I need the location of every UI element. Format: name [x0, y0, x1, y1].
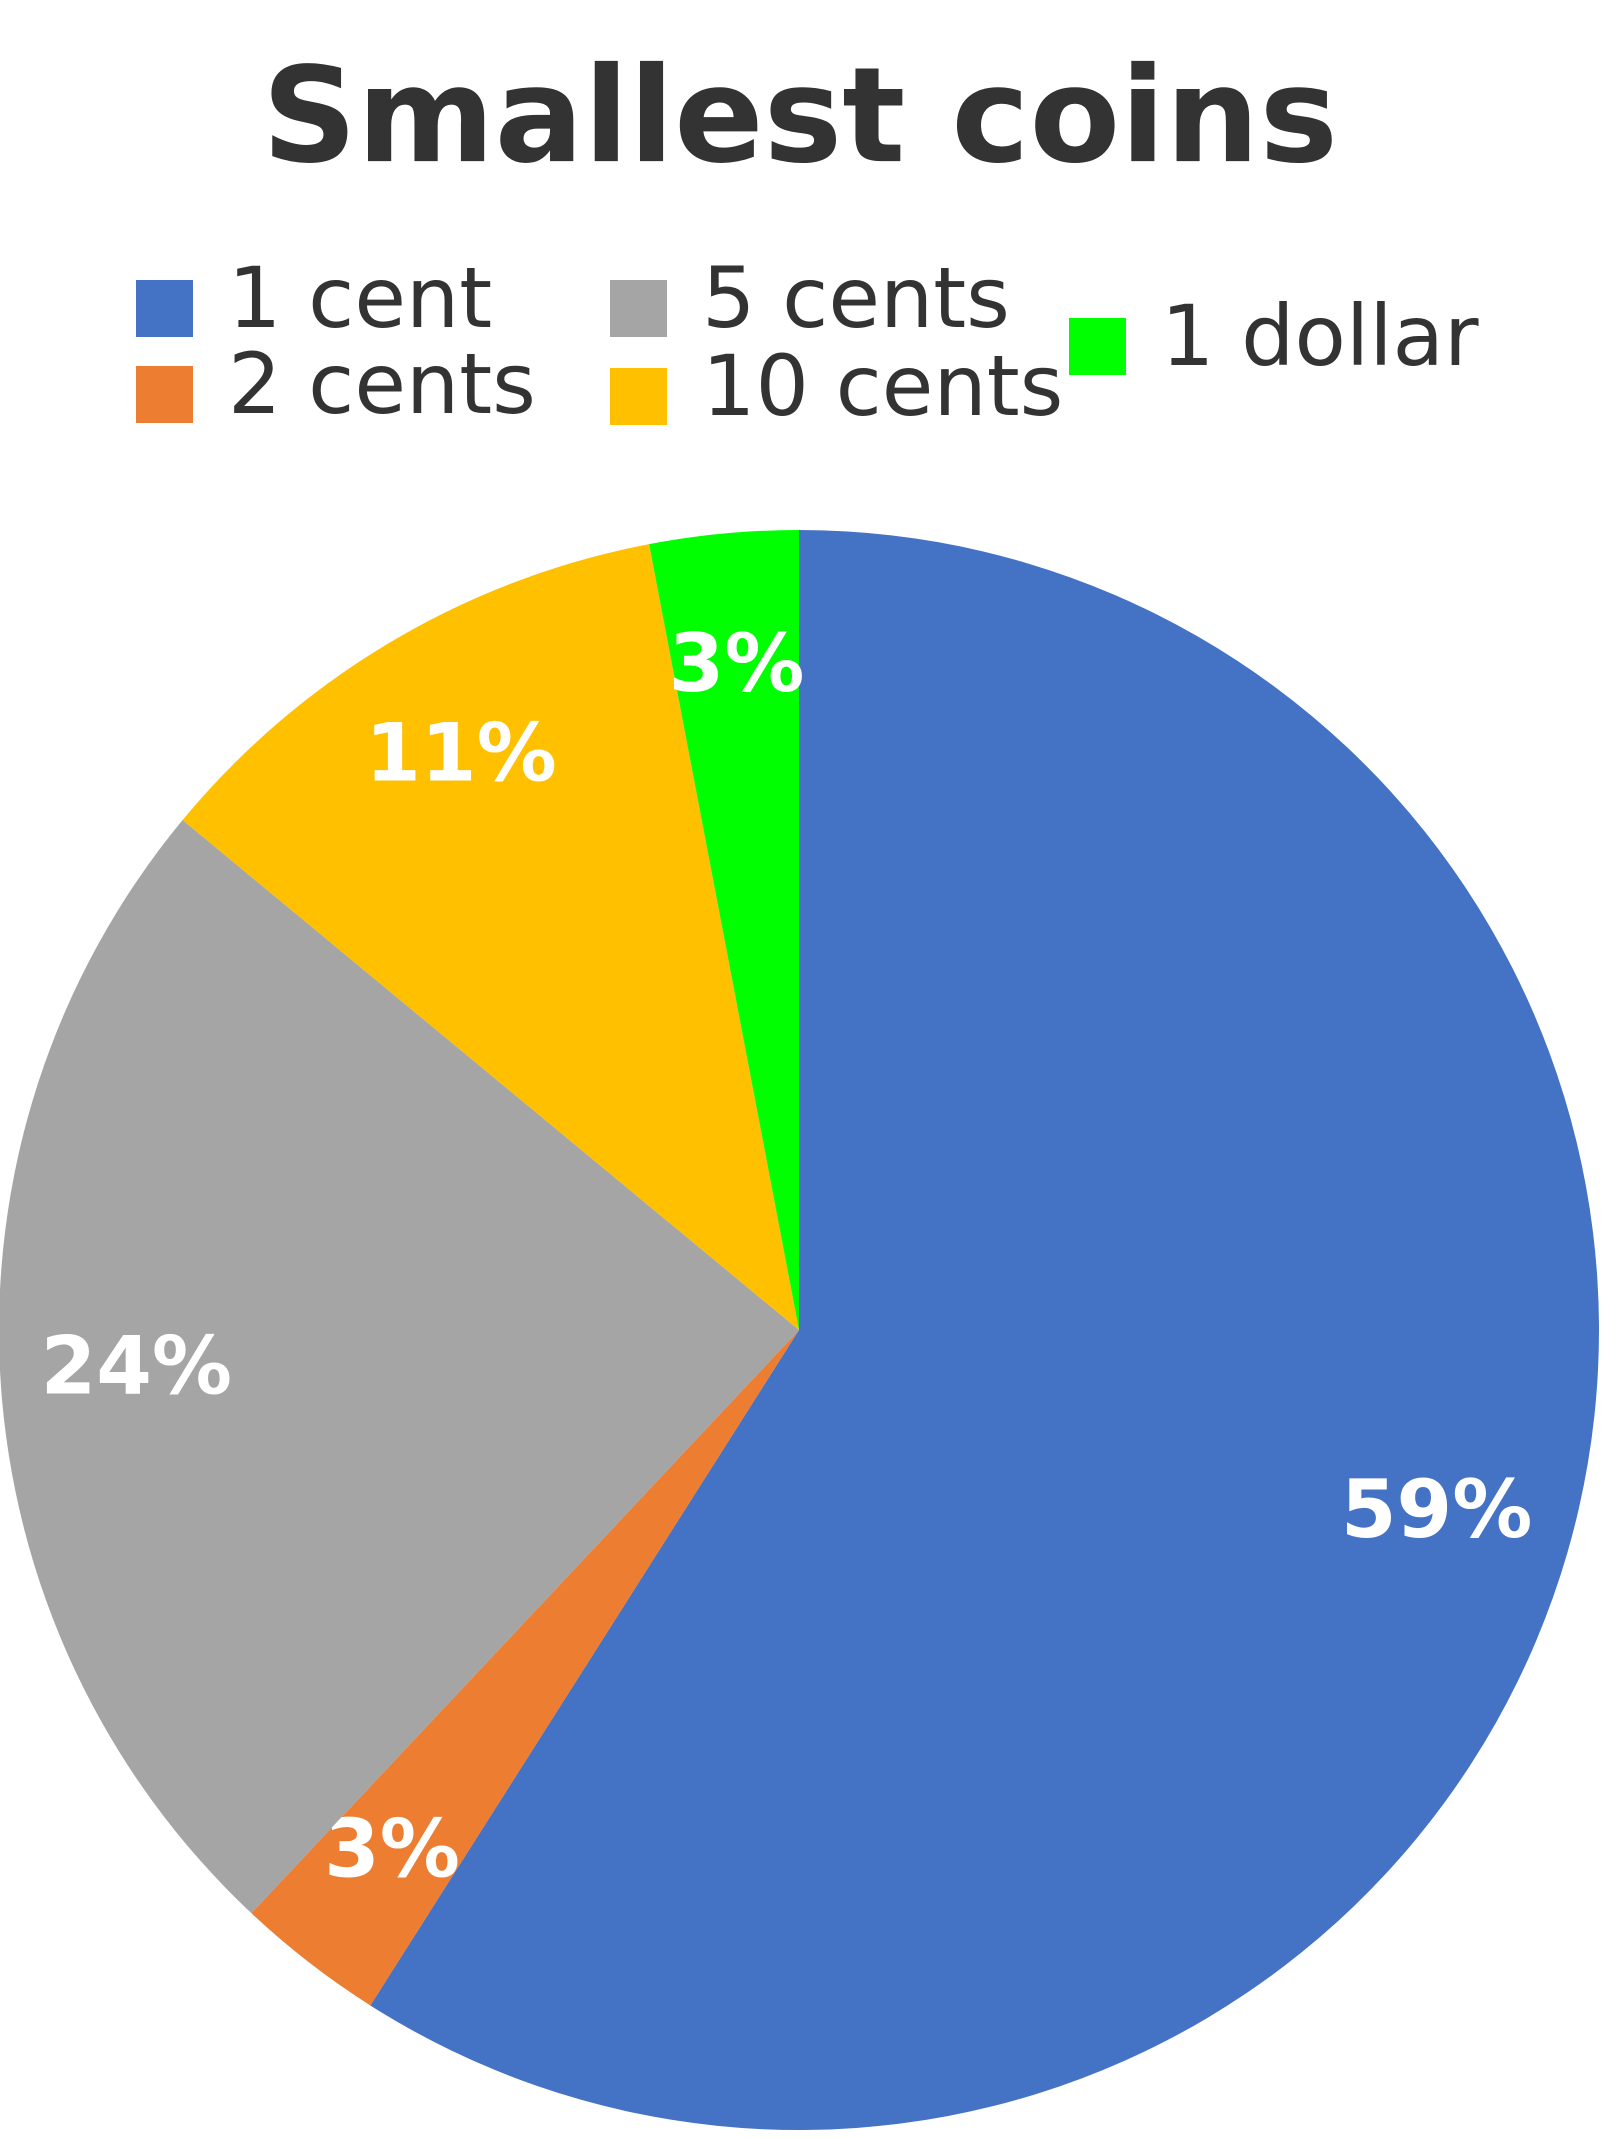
data-label: 11%	[365, 706, 556, 799]
data-label: 24%	[41, 1320, 232, 1413]
data-label: 3%	[324, 1803, 460, 1896]
pie-slice	[0, 820, 799, 1914]
data-label: 59%	[1341, 1463, 1532, 1556]
legend-swatch	[136, 366, 193, 423]
pie-slice	[370, 530, 1599, 2130]
legend-swatch	[610, 368, 667, 425]
legend-swatch	[136, 280, 193, 337]
legend-label: 1 dollar	[1161, 287, 1479, 385]
pie-slice	[182, 544, 799, 1330]
pie-slice	[649, 530, 799, 1330]
data-label: 3%	[669, 617, 805, 710]
legend-swatch	[1069, 318, 1126, 375]
legend-label: 5 cents	[702, 249, 1010, 347]
pie-slice	[251, 1330, 800, 2006]
legend-label: 2 cents	[228, 335, 536, 433]
legend-swatch	[610, 280, 667, 337]
legend-label: 1 cent	[228, 249, 492, 347]
legend-label: 10 cents	[702, 337, 1063, 435]
chart-title: Smallest coins	[262, 39, 1338, 193]
